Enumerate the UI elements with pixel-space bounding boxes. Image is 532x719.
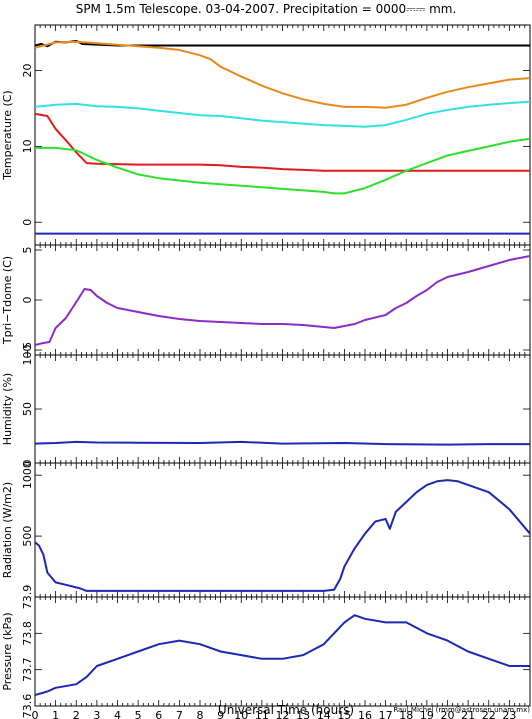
y-tick-label: 0 bbox=[21, 219, 34, 226]
y-tick-label: 1000 bbox=[21, 461, 34, 489]
panel-temperature: 0 10 20 Temperature (C) bbox=[1, 24, 531, 246]
series-line-pressure-0 bbox=[35, 614, 530, 697]
x-tick-label: 12 bbox=[276, 709, 290, 719]
y-tick-label: 100 bbox=[21, 345, 34, 366]
chart-title: SPM 1.5m Telescope. 03-04-2007. Precipit… bbox=[76, 2, 457, 16]
x-tick-label: 20 bbox=[441, 709, 455, 719]
x-tick-label: 15 bbox=[337, 709, 351, 719]
panel-frame bbox=[34, 244, 531, 356]
x-tick-label: 16 bbox=[358, 709, 372, 719]
panel-frame bbox=[34, 596, 531, 707]
y-tick-label: 73.6 bbox=[21, 694, 34, 719]
y-axis-label: Humidity (%) bbox=[1, 373, 14, 445]
y-tick-label: 0 bbox=[21, 460, 34, 467]
y-tick-label: 500 bbox=[21, 526, 34, 547]
x-tick-label: 2 bbox=[73, 709, 80, 719]
y-tick-label: 73.7 bbox=[21, 657, 34, 682]
y-axis-label: Radiation (W/m2) bbox=[1, 482, 14, 578]
panel-frame bbox=[34, 354, 531, 464]
series-line-temperature-3 bbox=[35, 112, 530, 172]
y-tick-label: 73.8 bbox=[21, 621, 34, 646]
x-tick-label: 18 bbox=[399, 709, 413, 719]
series-line-temperature-2 bbox=[35, 100, 530, 128]
series-line-tpri-tdome-0 bbox=[35, 255, 530, 346]
x-tick-label: 4 bbox=[114, 709, 121, 719]
x-tick-label: 19 bbox=[420, 709, 434, 719]
x-tick-label: 7 bbox=[176, 709, 183, 719]
panel-tpri-tdome: −5 0 5 Tpri−Tdome (C) bbox=[1, 244, 531, 358]
series-line-radiation-0 bbox=[35, 479, 530, 592]
x-tick-label: 0 bbox=[32, 709, 39, 719]
x-tick-label: 9 bbox=[217, 709, 224, 719]
y-tick-label: 5 bbox=[21, 247, 34, 254]
y-tick-label: 73.9 bbox=[21, 585, 34, 610]
y-axis-label: Pressure (kPa) bbox=[1, 612, 14, 690]
credit-text: Raul Michel (rmm@astrosen.unam.mx) bbox=[393, 706, 530, 714]
y-tick-label: 20 bbox=[21, 64, 34, 78]
x-axis-label: Universal Time (hours) bbox=[218, 703, 354, 717]
y-tick-label: 50 bbox=[21, 402, 34, 416]
x-tick-label: 22 bbox=[482, 709, 496, 719]
x-tick-label: 21 bbox=[461, 709, 475, 719]
panel-radiation: 500 1000 Radiation (W/m2) bbox=[1, 461, 531, 598]
x-tick-label: 6 bbox=[155, 709, 162, 719]
panel-frame bbox=[34, 24, 531, 246]
series-line-temperature-1 bbox=[35, 40, 530, 109]
x-tick-label: 5 bbox=[135, 709, 142, 719]
x-tick-label: 8 bbox=[197, 709, 204, 719]
series-line-temperature-4 bbox=[35, 137, 530, 195]
y-tick-label: 0 bbox=[21, 297, 34, 304]
x-tick-label: 3 bbox=[93, 709, 100, 719]
y-axis-label: Tpri−Tdome (C) bbox=[1, 256, 14, 345]
y-tick-label: 10 bbox=[21, 139, 34, 153]
x-tick-label: 1 bbox=[52, 709, 59, 719]
x-tick-label: 11 bbox=[255, 709, 269, 719]
panel-pressure: 73.6 73.7 73.8 73.9 Pressure (kPa) bbox=[1, 585, 531, 719]
x-tick-label: 10 bbox=[234, 709, 248, 719]
x-tick-label: 14 bbox=[317, 709, 331, 719]
x-tick-label: 17 bbox=[379, 709, 393, 719]
y-axis-label: Temperature (C) bbox=[1, 90, 14, 180]
panel-humidity: 0 50 100 Humidity (%) bbox=[1, 345, 531, 467]
panel-frame bbox=[34, 462, 531, 598]
x-tick-label: 13 bbox=[296, 709, 310, 719]
x-tick-label: 23 bbox=[502, 709, 516, 719]
series-line-humidity-0 bbox=[35, 440, 530, 446]
y-tick-label: −5 bbox=[21, 342, 34, 358]
